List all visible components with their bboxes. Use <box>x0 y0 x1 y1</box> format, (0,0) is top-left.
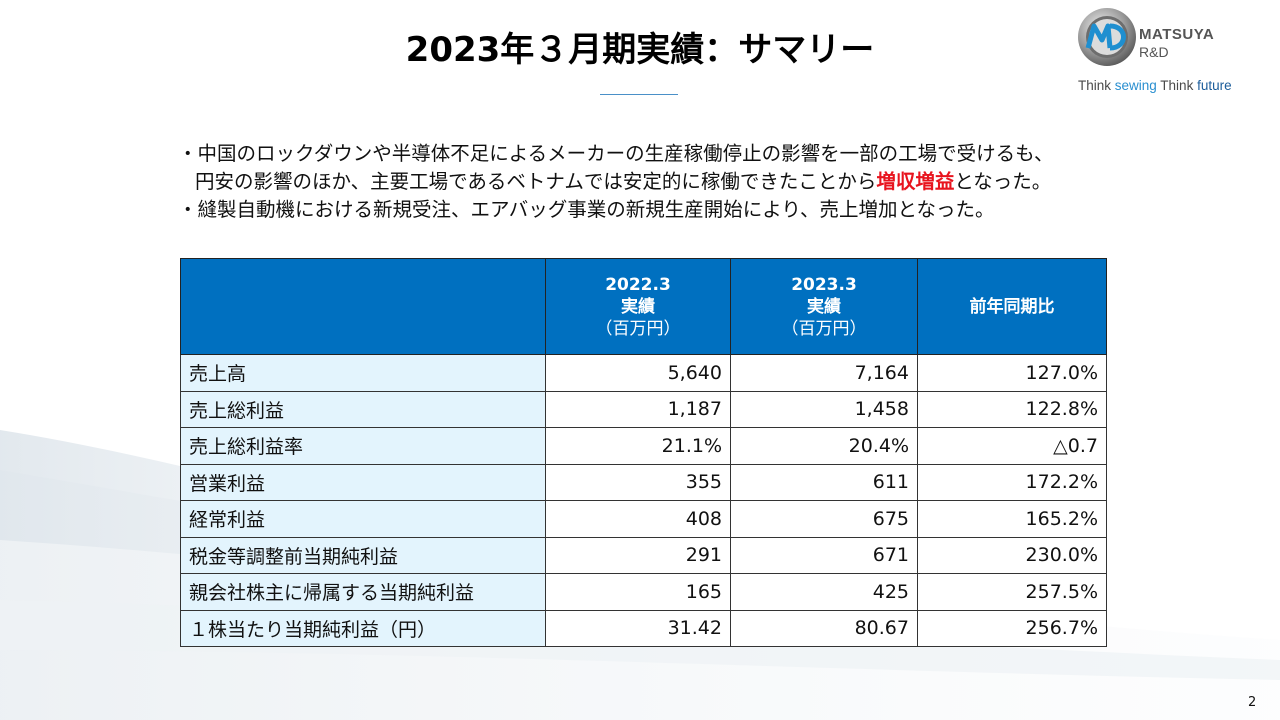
cell-yoy: △0.7 <box>917 427 1107 465</box>
tagline-sewing: sewing <box>1114 78 1157 93</box>
header-fy2023-unit: （百万円） <box>781 318 867 339</box>
cell-fy2023: 675 <box>730 500 918 538</box>
header-fy2022-period: 2022.3 <box>605 274 671 295</box>
table-row: 税金等調整前当期純利益 291 671 230.0% <box>180 536 1107 574</box>
bullet-2: ・縫製自動機における新規受注、エアバッグ事業の新規生産開始により、売上増加となっ… <box>178 198 995 221</box>
cell-yoy: 127.0% <box>917 354 1107 392</box>
title-underline <box>600 94 678 95</box>
cell-yoy: 122.8% <box>917 390 1107 428</box>
logo-company-name: MATSUYA <box>1139 26 1215 43</box>
cell-yoy: 230.0% <box>917 536 1107 574</box>
row-label: 売上総利益 <box>180 390 546 428</box>
row-label: 親会社株主に帰属する当期純利益 <box>180 573 546 611</box>
cell-yoy: 257.5% <box>917 573 1107 611</box>
row-label: 営業利益 <box>180 463 546 501</box>
header-fy2023-type: 実績 <box>807 296 841 317</box>
cell-fy2022: 291 <box>545 536 731 574</box>
table-row: 売上高 5,640 7,164 127.0% <box>180 354 1107 392</box>
cell-fy2022: 21.1% <box>545 427 731 465</box>
page-title: 2023年３月期実績：サマリー <box>405 30 875 70</box>
cell-fy2023: 80.67 <box>730 609 918 647</box>
header-yoy: 前年同期比 <box>917 258 1107 355</box>
tagline-think: Think <box>1078 78 1115 93</box>
cell-fy2023: 1,458 <box>730 390 918 428</box>
cell-fy2023: 425 <box>730 573 918 611</box>
highlight-text: 増収増益 <box>876 170 955 193</box>
row-label: 売上総利益率 <box>180 427 546 465</box>
logo-division: R&D <box>1139 44 1169 60</box>
row-label: 経常利益 <box>180 500 546 538</box>
header-fy2023-period: 2023.3 <box>791 274 857 295</box>
table-header-row: 2022.3 実績 （百万円） 2023.3 実績 （百万円） 前年同期比 <box>180 258 1107 355</box>
cell-fy2022: 408 <box>545 500 731 538</box>
bullet-1: ・中国のロックダウンや半導体不足によるメーカーの生産稼働停止の影響を一部の工場で… <box>178 142 1054 165</box>
summary-bullets: ・中国のロックダウンや半導体不足によるメーカーの生産稼働停止の影響を一部の工場で… <box>178 140 1054 224</box>
bullet-1-continued: 円安の影響のほか、主要工場であるベトナムでは安定的に稼働できたことから増収増益と… <box>178 168 1054 196</box>
cell-fy2023: 7,164 <box>730 354 918 392</box>
table-row: 経常利益 408 675 165.2% <box>180 500 1107 538</box>
cell-fy2023: 611 <box>730 463 918 501</box>
cell-yoy: 256.7% <box>917 609 1107 647</box>
cell-fy2022: 165 <box>545 573 731 611</box>
bullet-1-ending: となった。 <box>954 170 1052 193</box>
cell-fy2022: 355 <box>545 463 731 501</box>
tagline-think-2: Think <box>1156 78 1198 93</box>
header-fy2022: 2022.3 実績 （百万円） <box>545 258 731 355</box>
header-fy2022-unit: （百万円） <box>595 318 681 339</box>
bullet-1-text: 円安の影響のほか、主要工場であるベトナムでは安定的に稼働できたことから <box>195 170 877 193</box>
table-row: 売上総利益率 21.1% 20.4% △0.7 <box>180 427 1107 465</box>
header-item <box>180 258 546 355</box>
summary-table: 2022.3 実績 （百万円） 2023.3 実績 （百万円） 前年同期比 売上… <box>180 258 1107 647</box>
table-row: 売上総利益 1,187 1,458 122.8% <box>180 390 1107 428</box>
row-label: １株当たり当期純利益（円） <box>180 609 546 647</box>
row-label: 売上高 <box>180 354 546 392</box>
table-row: 営業利益 355 611 172.2% <box>180 463 1107 501</box>
table-row: １株当たり当期純利益（円） 31.42 80.67 256.7% <box>180 609 1107 647</box>
logo-tagline: Think sewing Think future <box>1078 78 1232 93</box>
cell-fy2022: 1,187 <box>545 390 731 428</box>
cell-fy2022: 5,640 <box>545 354 731 392</box>
page-number: 2 <box>1248 695 1257 710</box>
tagline-future: future <box>1197 78 1232 93</box>
table-row: 親会社株主に帰属する当期純利益 165 425 257.5% <box>180 573 1107 611</box>
header-fy2022-type: 実績 <box>621 296 655 317</box>
cell-yoy: 172.2% <box>917 463 1107 501</box>
cell-fy2023: 671 <box>730 536 918 574</box>
row-label: 税金等調整前当期純利益 <box>180 536 546 574</box>
cell-yoy: 165.2% <box>917 500 1107 538</box>
mrd-logo-icon <box>1078 8 1136 66</box>
header-fy2023: 2023.3 実績 （百万円） <box>730 258 918 355</box>
company-logo: MATSUYA R&D Think sewing Think future <box>1076 6 1272 96</box>
cell-fy2022: 31.42 <box>545 609 731 647</box>
cell-fy2023: 20.4% <box>730 427 918 465</box>
